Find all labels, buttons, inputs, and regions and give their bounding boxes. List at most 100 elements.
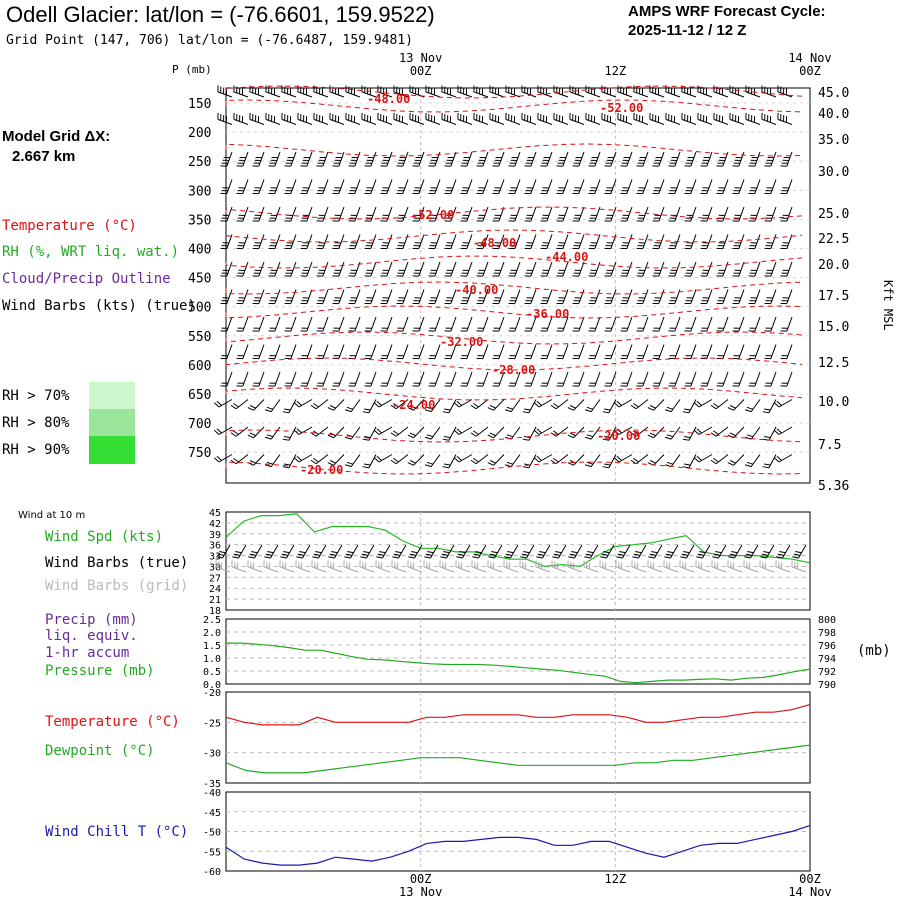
wind-barb [540, 289, 553, 305]
wind-barb [230, 426, 249, 437]
wind-barb [524, 344, 537, 360]
wind-barb [764, 371, 777, 387]
wind-barb [252, 151, 265, 167]
temp-panel-frame [225, 691, 811, 784]
wind-barb [700, 151, 713, 167]
height-tick-label: 12.5 [818, 356, 849, 371]
wind-barb [567, 454, 585, 466]
wind-barb [460, 344, 473, 360]
wind-barb [252, 206, 265, 222]
wind-barb [745, 454, 761, 468]
wind-barb [716, 261, 729, 277]
wind-barb [764, 206, 777, 222]
wind-barb [332, 316, 345, 332]
wind-barb [407, 560, 423, 573]
wind-barb [220, 206, 233, 222]
wind-barb [249, 85, 265, 98]
wind-barb [407, 426, 425, 439]
wind-barb [537, 85, 553, 98]
wind-barb [777, 113, 793, 125]
wind-barb [220, 316, 233, 332]
wind-barb [380, 179, 393, 195]
wind-barb [457, 85, 473, 98]
wind-barb [362, 426, 377, 441]
wind-barb [604, 371, 617, 387]
wind-barb [440, 544, 455, 559]
wind-barb [556, 316, 569, 332]
isotherm-label: -24.00 [392, 398, 435, 412]
wind-barb [524, 371, 537, 387]
wind-barb [521, 113, 537, 125]
wind-barb [396, 261, 409, 277]
wind-barb [268, 289, 281, 305]
wind-barb [665, 454, 681, 468]
wind-barb [364, 151, 377, 167]
wind-barb [300, 151, 313, 167]
wind-barb [348, 179, 361, 195]
wind-barb [748, 344, 761, 360]
wind-barb [636, 234, 649, 250]
isotherm-line [225, 206, 803, 220]
wind-barb [296, 544, 311, 559]
wind-barb [364, 344, 377, 360]
isotherm-line [225, 229, 803, 243]
wind-barb [668, 261, 681, 277]
wind-barb [508, 151, 521, 167]
wind-barb [412, 316, 425, 332]
wind-barb [428, 234, 441, 250]
wind-barb [220, 371, 233, 387]
wind-panel-ytick: 18 [209, 606, 221, 617]
wind-barb [540, 179, 553, 195]
wind-barb [373, 454, 393, 463]
wind-barb [456, 544, 471, 559]
wind-barb [652, 179, 665, 195]
pressure-axis-title: P (mb) [172, 63, 212, 76]
wind-barb [759, 560, 775, 573]
wind-barb [567, 426, 585, 439]
wind-barb [729, 113, 745, 125]
wind-barb [476, 289, 489, 305]
wind-barb [600, 544, 615, 559]
isotherm-label: -20.00 [300, 463, 343, 477]
wind-barb [453, 426, 473, 435]
wind-barb [652, 234, 665, 250]
wind-barbs-true-label: Wind Barbs (true) [45, 555, 189, 571]
wind-barb [540, 261, 553, 277]
pressure-tick-label: 550 [188, 330, 211, 345]
wind-barb [310, 426, 329, 437]
wind-barb [668, 371, 681, 387]
wind-barb [380, 206, 393, 222]
wind-barb [732, 316, 745, 332]
wind-barb [252, 234, 265, 250]
wind-barb [745, 113, 761, 125]
wind-barb [263, 560, 279, 573]
wind-barb [505, 399, 521, 413]
wind-barb [409, 85, 425, 98]
wind-barb [620, 151, 633, 167]
pressure-tick-label: 750 [188, 446, 211, 461]
wind-barb [732, 234, 745, 250]
wind-barb [348, 206, 361, 222]
rh-90-swatch [89, 436, 135, 464]
wind-barb [236, 179, 249, 195]
wind-barb [313, 85, 329, 98]
isotherm-line [225, 461, 803, 475]
wind-barb [492, 289, 505, 305]
wind-barb [476, 206, 489, 222]
wind-barb [588, 371, 601, 387]
wind-barb [217, 113, 233, 125]
wind-barb [780, 234, 793, 250]
wind-barb [396, 151, 409, 167]
height-tick-label: 35.0 [818, 133, 849, 148]
wind-barb [663, 560, 679, 573]
wind-barb [280, 544, 295, 559]
wind-barb [572, 289, 585, 305]
wind-barb [636, 371, 649, 387]
wind-barb [665, 426, 681, 440]
wind-barb [780, 316, 793, 332]
wind-barb [364, 261, 377, 277]
wind-panel-ytick: 42 [209, 519, 221, 530]
wind-barb [282, 426, 297, 441]
wind-barb [442, 399, 457, 414]
wind-barb [476, 179, 489, 195]
